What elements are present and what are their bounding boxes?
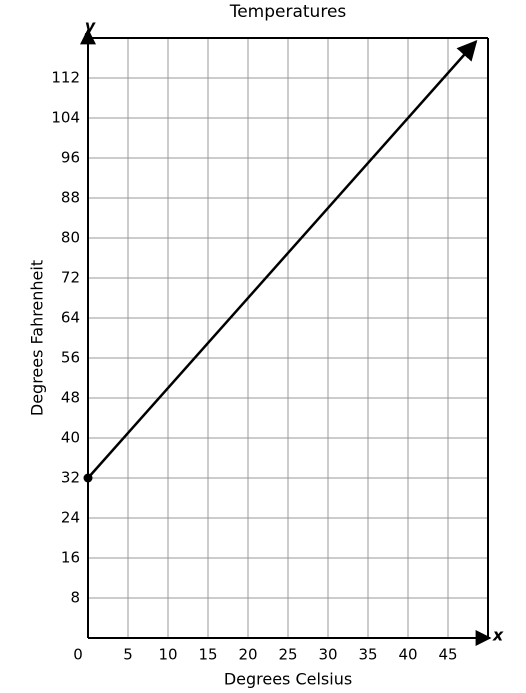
y-tick-label: 112: [51, 69, 80, 87]
y-tick-label: 88: [61, 189, 80, 207]
x-tick-label: 25: [278, 646, 297, 664]
y-tick-label: 40: [61, 429, 80, 447]
x-axis-label: Degrees Celsius: [224, 670, 352, 689]
y-tick-label: 64: [61, 309, 80, 327]
y-tick-label: 48: [61, 389, 80, 407]
y-tick-label: 8: [70, 589, 80, 607]
x-tick-label: 15: [198, 646, 217, 664]
y-tick-label: 16: [61, 549, 80, 567]
y-tick-label: 104: [51, 109, 80, 127]
y-tick-label: 96: [61, 149, 80, 167]
x-tick-label: 45: [438, 646, 457, 664]
x-tick-label: 5: [123, 646, 133, 664]
start-point: [83, 473, 93, 483]
x-tick-label: 35: [358, 646, 377, 664]
y-tick-label: 32: [61, 469, 80, 487]
y-axis-name: y: [85, 17, 96, 36]
y-tick-label: 24: [61, 509, 80, 527]
x-tick-label: 0: [73, 646, 83, 664]
y-axis-label: Degrees Fahrenheit: [28, 260, 47, 416]
y-tick-label: 56: [61, 349, 80, 367]
x-tick-label: 20: [238, 646, 257, 664]
data-line: [87, 40, 478, 479]
x-tick-label: 10: [158, 646, 177, 664]
y-tick-label: 80: [61, 229, 80, 247]
x-axis-name: x: [492, 626, 504, 645]
x-tick-label: 40: [398, 646, 417, 664]
chart-title: Temperatures: [229, 2, 347, 22]
x-tick-label: 30: [318, 646, 337, 664]
y-tick-label: 72: [61, 269, 80, 287]
